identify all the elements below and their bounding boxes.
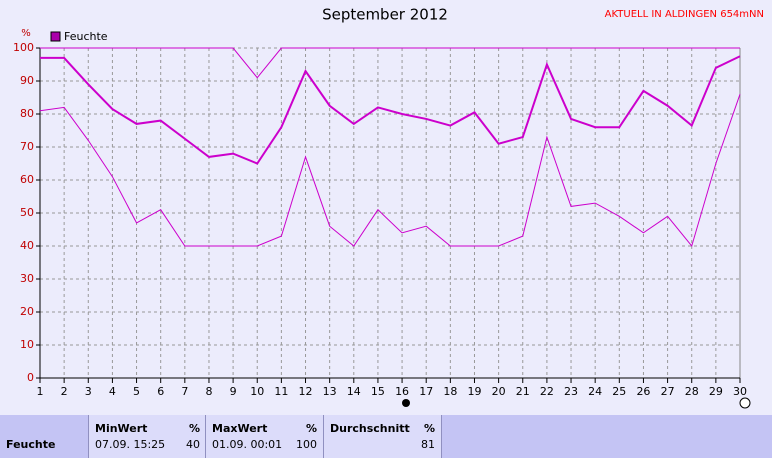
- stats-cell: MinWert% 07.09. 15:25 40: [88, 415, 206, 458]
- stats-table: Feuchte MinWert% 07.09. 15:25 40 MaxWert% 01…: [0, 415, 772, 458]
- y-tick-label: 70: [20, 140, 34, 153]
- y-tick-label: 100: [13, 41, 34, 54]
- y-tick-label: 40: [20, 239, 34, 252]
- x-tick-label: 20: [492, 385, 506, 398]
- x-tick-label: 1: [37, 385, 44, 398]
- x-tick-label: 17: [419, 385, 433, 398]
- x-tick-label: 29: [709, 385, 723, 398]
- column-header: MaxWert: [212, 422, 268, 435]
- row-label: Feuchte: [6, 438, 56, 451]
- marker-icon: [402, 399, 410, 407]
- x-tick-label: 30: [733, 385, 747, 398]
- stats-cell: [441, 415, 442, 458]
- x-tick-label: 14: [347, 385, 361, 398]
- annotation: AKTUELL IN ALDINGEN 654mNN: [605, 9, 764, 20]
- x-tick-label: 28: [685, 385, 699, 398]
- y-tick-label: 30: [20, 272, 34, 285]
- stats-cell: Durchschnitt% 81: [323, 415, 441, 458]
- stats-cell: MaxWert% 01.09. 00:01 100: [205, 415, 323, 458]
- line-series: [39, 94, 741, 248]
- y-tick-label: 20: [20, 305, 34, 318]
- x-tick-label: 16: [395, 385, 409, 398]
- chart-title: September 2012: [322, 6, 448, 24]
- x-tick-label: 26: [636, 385, 650, 398]
- x-tick-label: 7: [181, 385, 188, 398]
- x-tick-label: 2: [61, 385, 68, 398]
- column-header: MinWert: [95, 422, 148, 435]
- column-header: Durchschnitt: [330, 422, 410, 435]
- y-tick-label: 50: [20, 206, 34, 219]
- marker-icon: [739, 397, 751, 409]
- x-tick-label: 13: [323, 385, 337, 398]
- stat-value: 81: [421, 438, 435, 451]
- x-tick-label: 8: [205, 385, 212, 398]
- y-axis-label: %: [21, 28, 31, 39]
- x-tick-label: 9: [230, 385, 237, 398]
- column-unit: %: [188, 422, 200, 435]
- x-tick-label: 24: [588, 385, 602, 398]
- y-tick-label: 10: [20, 338, 34, 351]
- x-tick-label: 3: [85, 385, 92, 398]
- x-tick-label: 11: [274, 385, 288, 398]
- column-unit: %: [423, 422, 435, 435]
- x-tick-label: 6: [157, 385, 164, 398]
- x-tick-label: 4: [109, 385, 116, 398]
- line-series: [40, 55, 741, 165]
- x-tick-label: 12: [299, 385, 313, 398]
- y-tick-label: 60: [20, 173, 34, 186]
- legend-swatch: [50, 31, 61, 42]
- x-tick-label: 22: [540, 385, 554, 398]
- legend-label: Feuchte: [64, 30, 108, 43]
- line-series: [40, 47, 740, 79]
- x-tick-label: 21: [516, 385, 530, 398]
- x-tick-label: 5: [133, 385, 140, 398]
- y-tick-label: 0: [27, 371, 34, 384]
- stat-time: 07.09. 15:25: [95, 438, 166, 451]
- y-tick-label: 80: [20, 107, 34, 120]
- y-tick-label: 90: [20, 74, 34, 87]
- stat-value: 100: [296, 438, 317, 451]
- x-tick-label: 18: [443, 385, 457, 398]
- x-tick-label: 19: [467, 385, 481, 398]
- x-tick-label: 10: [250, 385, 264, 398]
- stat-time: 01.09. 00:01: [212, 438, 283, 451]
- x-tick-label: 15: [371, 385, 385, 398]
- x-tick-label: 23: [564, 385, 578, 398]
- chart: September 2012 AKTUELL IN ALDINGEN 654mN…: [13, 6, 764, 409]
- stat-value: 40: [186, 438, 200, 451]
- x-tick-label: 27: [661, 385, 675, 398]
- column-unit: %: [305, 422, 317, 435]
- x-tick-label: 25: [612, 385, 626, 398]
